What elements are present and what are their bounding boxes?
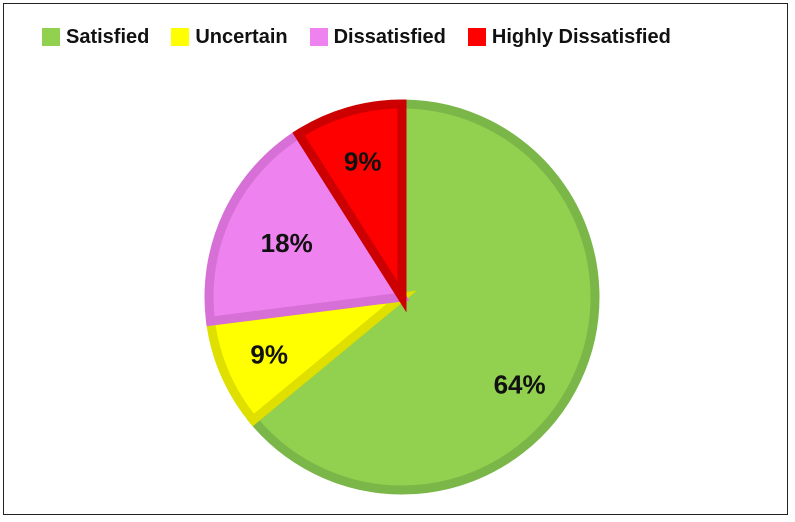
legend-swatch-dissatisfied — [309, 28, 328, 46]
legend-swatch-uncertain — [171, 28, 190, 46]
legend-item-highly-dissatisfied: Highly Dissatisfied — [467, 25, 671, 49]
data-label-satisfied: 64% — [494, 370, 546, 400]
data-label-highly-dissatisfied: 9% — [344, 147, 382, 177]
legend-item-dissatisfied: Dissatisfied — [309, 25, 446, 49]
legend-label-satisfied: Satisfied — [66, 25, 150, 48]
pie-slice-dissatisfied — [204, 127, 410, 327]
data-label-dissatisfied: 18% — [261, 228, 313, 258]
data-label-uncertain: 9% — [250, 340, 288, 370]
pie-data-labels: 64% 9% 18% 9% — [250, 147, 545, 400]
legend-swatch-satisfied — [42, 28, 60, 46]
legend-swatch-highly-dissatisfied — [467, 28, 486, 46]
pie-slice-satisfied — [246, 99, 600, 495]
legend-item-satisfied: Satisfied — [42, 26, 149, 49]
pie-slices — [204, 99, 600, 495]
pie-slice-highly-dissatisfied — [292, 99, 407, 313]
chart-frame: Satisfied Uncertain Dissatisfied Highly … — [3, 3, 788, 515]
pie-chart: 64% 9% 18% 9% — [204, 99, 600, 495]
legend-label-dissatisfied: Dissatisfied — [333, 25, 446, 48]
legend-label-uncertain: Uncertain — [195, 25, 288, 48]
legend-label-highly-dissatisfied: Highly Dissatisfied — [491, 25, 671, 48]
legend: Satisfied Uncertain Dissatisfied Highly … — [42, 19, 671, 55]
legend-item-uncertain: Uncertain — [171, 25, 288, 49]
